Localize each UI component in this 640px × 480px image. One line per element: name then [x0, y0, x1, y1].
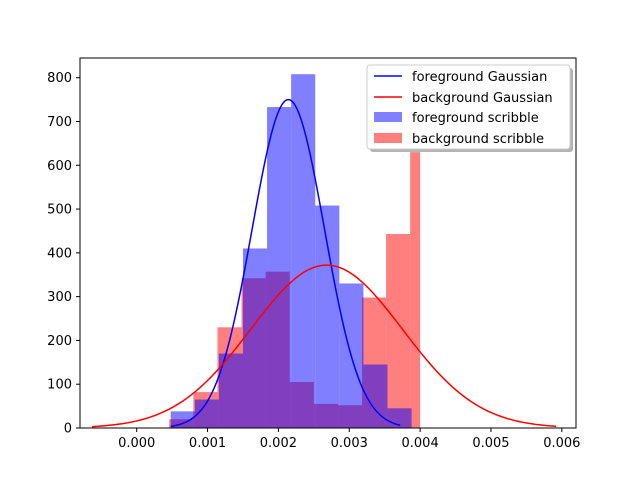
legend-box	[366, 64, 571, 150]
y-tick-label: 500	[47, 203, 72, 218]
x-tick-label: 0.003	[331, 436, 368, 451]
y-tick-label: 100	[47, 378, 72, 393]
legend-label-background-scribble: background scribble	[412, 132, 544, 147]
x-tick-label: 0.004	[402, 436, 439, 451]
y-tick-label: 300	[47, 290, 72, 305]
legend: foreground Gaussian background Gaussian …	[366, 64, 573, 152]
y-tick-label: 400	[47, 246, 72, 261]
x-tick-label: 0.006	[543, 436, 580, 451]
histogram-bars	[169, 74, 421, 428]
foreground-scribble-bar	[315, 205, 340, 428]
x-tick-label: 0.001	[189, 436, 226, 451]
foreground-scribble-bar	[242, 248, 268, 428]
foreground-Gaussian-line	[170, 98, 401, 428]
foreground-scribble-bar	[170, 411, 195, 428]
y-tick-label: 200	[47, 334, 72, 349]
legend-swatch-background-scribble	[374, 133, 402, 143]
background-scribble-bar	[386, 234, 411, 428]
x-tick-label: 0.005	[472, 436, 509, 451]
plot-frame	[79, 57, 577, 429]
foreground-scribble-bar	[267, 107, 292, 428]
y-tick-label: 700	[47, 115, 72, 130]
legend-label-foreground-scribble: foreground scribble	[412, 111, 539, 126]
background-scribble-bar	[410, 152, 421, 428]
y-tick-label: 600	[47, 159, 72, 174]
x-tick-label: 0.002	[260, 436, 297, 451]
y-axis: 0 100 200 300 400 500 600 700 800	[47, 71, 80, 437]
x-axis: 0.000 0.001 0.002 0.003 0.004 0.005 0.006	[118, 428, 580, 451]
legend-label-background-gaussian: background Gaussian	[412, 91, 553, 106]
x-tick-label: 0.000	[118, 436, 155, 451]
background-Gaussian-line	[92, 264, 557, 428]
legend-swatch-foreground-scribble	[374, 112, 402, 122]
foreground-scribble-bar	[291, 74, 316, 428]
legend-label-foreground-gaussian: foreground Gaussian	[412, 70, 547, 85]
gaussian-curves	[92, 98, 557, 428]
y-tick-label: 800	[47, 71, 72, 86]
y-tick-label: 0	[64, 422, 72, 437]
